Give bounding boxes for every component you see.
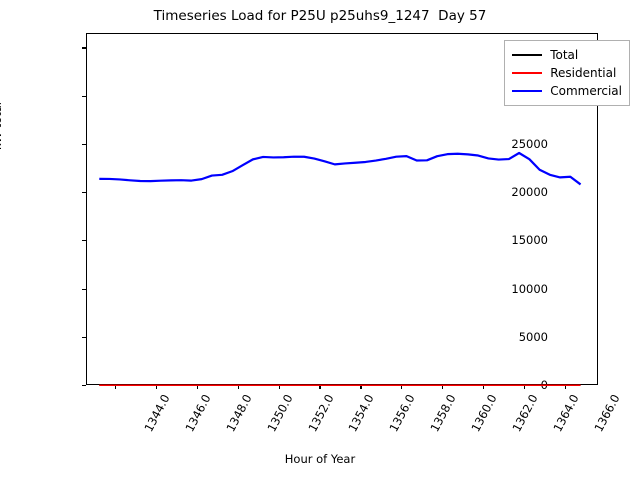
legend-swatch-icon [512,90,543,92]
x-tick-label: 1366.0 [591,392,623,435]
x-tick-label: 1346.0 [181,392,214,435]
x-tick-label: 1362.0 [509,392,541,435]
x-tick-mark [155,385,157,389]
y-axis-label: kW total [0,102,4,150]
legend-swatch-icon [512,72,543,74]
y-tick-mark [82,336,86,338]
x-tick-label: 1352.0 [304,392,337,435]
legend-label: Total [550,48,579,62]
x-tick-mark [278,385,280,389]
x-tick-mark [442,385,444,389]
x-tick-label: 1360.0 [468,392,500,435]
x-tick-mark [196,385,198,389]
x-tick-mark [401,385,403,389]
y-tick-label: 25000 [511,136,548,151]
legend-label: Commercial [550,84,622,98]
legend-item-commercial: Commercial [512,82,622,100]
chart-title: Timeseries Load for P25U p25uhs9_1247 Da… [153,8,487,24]
x-tick-label: 1354.0 [345,392,378,435]
x-tick-mark [237,385,239,389]
x-tick-mark [360,385,362,389]
x-tick-mark [565,385,567,389]
y-tick-mark [82,143,86,145]
y-tick-mark [82,95,86,97]
x-tick-label: 1364.0 [550,392,582,435]
x-axis-label: Hour of Year [284,452,356,466]
x-tick-label: 1356.0 [386,392,419,435]
legend-item-total: Total [512,46,622,64]
legend-item-residential: Residential [512,64,622,82]
y-tick-label: 20000 [511,185,548,200]
x-tick-label: 1344.0 [141,392,173,435]
y-tick-label: 5000 [518,329,548,344]
y-tick-mark [82,47,86,49]
x-tick-label: 1350.0 [263,392,296,435]
chart-legend: Total Residential Commercial [504,40,630,106]
legend-swatch-icon [512,54,543,56]
y-tick-mark [82,288,86,290]
x-tick-mark [483,385,485,389]
y-tick-mark [82,240,86,242]
y-tick-mark [82,385,86,387]
x-tick-label: 1358.0 [427,392,460,435]
x-tick-mark [114,385,116,389]
plot-lines [87,34,599,386]
y-tick-label: 15000 [511,233,548,248]
series-line-commercial [99,153,580,184]
plot-area [86,33,598,385]
x-tick-label: 1348.0 [222,392,255,435]
x-tick-mark [524,385,526,389]
legend-label: Residential [550,66,617,80]
y-tick-mark [82,192,86,194]
x-tick-mark [319,385,321,389]
y-tick-label: 10000 [511,281,548,296]
